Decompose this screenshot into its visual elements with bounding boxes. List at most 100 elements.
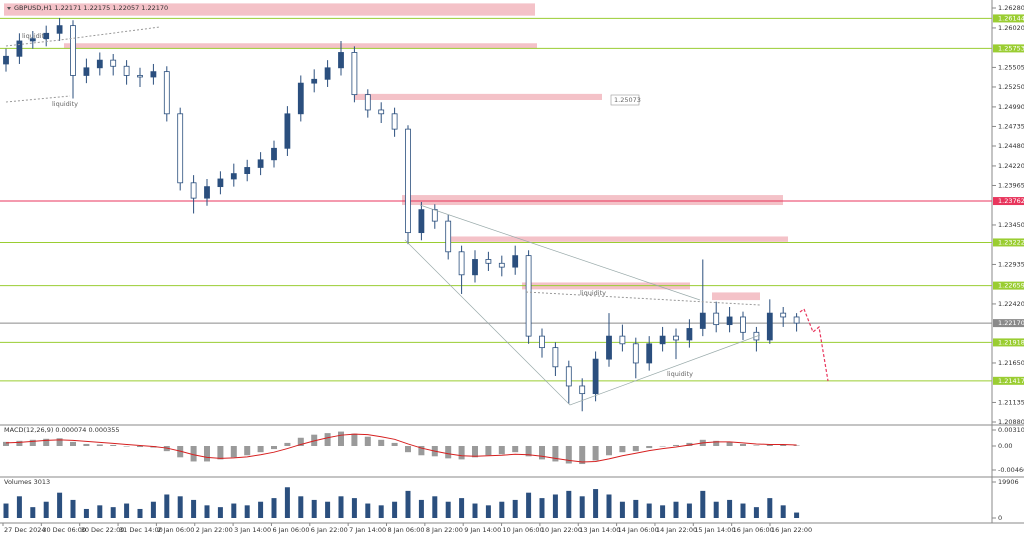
volume-bar: [137, 508, 143, 518]
y-tick-label: 1.24735: [998, 122, 1024, 130]
macd-bar: [632, 446, 639, 452]
volume-bar: [298, 496, 304, 518]
volume-bar: [552, 494, 558, 518]
volume-bar: [619, 501, 625, 518]
macd-bar: [56, 438, 63, 447]
macd-bar: [525, 446, 532, 457]
macd-bar: [204, 446, 210, 462]
volume-bar: [177, 496, 183, 518]
candle-body: [445, 220, 452, 253]
volume-bar: [539, 498, 545, 518]
volume-bar: [392, 501, 398, 518]
trend-line: [5, 95, 71, 103]
volume-bar: [767, 498, 773, 518]
candle-body: [565, 366, 572, 387]
level-label: 1.21417: [998, 377, 1024, 385]
macd-bar: [418, 446, 425, 456]
macd-bar: [163, 446, 170, 452]
trend-line: [419, 204, 701, 301]
macd-bar: [565, 446, 572, 464]
zone: [4, 3, 535, 16]
y-tick-label: 19906: [998, 478, 1019, 486]
volume-bar: [405, 490, 411, 518]
candle-body: [418, 209, 425, 234]
volume-bar: [110, 507, 116, 518]
macd-bar: [297, 437, 304, 447]
macd-title: MACD(12,26,9) 0.000074 0.000355: [4, 426, 120, 434]
candle-body: [405, 128, 411, 234]
x-tick-label: 2 Jan 06:00: [157, 526, 194, 534]
chart-title: GBPUSD,H1 1.22171 1.22175 1.22057 1.2217…: [14, 4, 168, 12]
macd-bar: [338, 431, 344, 447]
macd-bar: [673, 444, 679, 447]
zone: [355, 93, 602, 100]
y-tick-label: 0: [998, 514, 1002, 522]
candle-body: [3, 55, 9, 65]
volume-bar: [646, 503, 652, 518]
volume-bar: [753, 507, 759, 518]
y-tick-label: 0.003107: [998, 426, 1024, 434]
candle-body: [297, 82, 304, 115]
volume-bar: [780, 505, 786, 518]
x-tick-label: 7 Jan 14:00: [349, 526, 386, 534]
zone: [447, 236, 788, 242]
macd-bar: [405, 446, 411, 453]
candle-body: [324, 67, 331, 80]
y-tick-label: 1.21135: [998, 398, 1024, 406]
macd-bar: [123, 446, 130, 447]
level-tag: [993, 238, 1024, 247]
candle-body: [378, 109, 385, 115]
candle-body: [284, 113, 291, 149]
annotation: liquidity: [580, 289, 606, 297]
candle-body: [163, 71, 170, 115]
volume-bar: [445, 501, 451, 518]
candle-body: [458, 251, 465, 276]
level-label: 1.21918: [998, 338, 1024, 346]
macd-bar: [485, 446, 492, 456]
candle-body: [673, 335, 679, 341]
candle-body: [472, 259, 478, 276]
candle-body: [431, 209, 438, 222]
macd-bar: [83, 443, 90, 447]
x-tick-label: 10 Jan 06:00: [503, 526, 544, 534]
candle-body: [632, 343, 639, 364]
candle-body: [539, 335, 545, 349]
x-tick-label: 8 Jan 06:00: [388, 526, 425, 534]
macd-bar: [659, 446, 666, 447]
macd-bar: [271, 446, 277, 450]
volume-bar: [244, 505, 250, 518]
candle-body: [391, 113, 398, 130]
volume-bar: [633, 499, 639, 518]
volume-bar: [271, 498, 277, 518]
macd-bar: [391, 442, 398, 447]
x-tick-label: 13 Jan 14:00: [579, 526, 620, 534]
candle-body: [592, 358, 599, 395]
y-tick-label: 1.23965: [998, 181, 1024, 189]
annotation: liquidity: [667, 370, 693, 378]
x-tick-label: 6 Jan 06:00: [272, 526, 309, 534]
x-tick-label: 8 Jan 22:00: [426, 526, 463, 534]
volume-bar: [351, 498, 357, 518]
candle-body: [512, 255, 519, 268]
volume-bar: [284, 487, 290, 518]
volume-bar: [418, 499, 424, 518]
macd-bar: [137, 446, 143, 448]
candle-body: [659, 335, 666, 345]
macd-bar: [539, 446, 545, 460]
candle-body: [230, 173, 237, 180]
volume-bar: [191, 499, 197, 518]
y-tick-label: 1.24220: [998, 162, 1024, 170]
level-label: 1.22659: [998, 282, 1024, 290]
macd-bar: [512, 446, 519, 453]
macd-bar: [592, 446, 599, 461]
macd-bar: [646, 446, 653, 449]
volume-bar: [566, 490, 572, 518]
annotation-box: [610, 94, 640, 106]
candle-body: [780, 312, 787, 318]
volume-bar: [43, 501, 49, 518]
volume-title: Volumes 3013: [4, 478, 50, 486]
volume-bar: [378, 505, 384, 518]
volume-bar: [686, 503, 692, 518]
macd-bar: [740, 443, 746, 447]
